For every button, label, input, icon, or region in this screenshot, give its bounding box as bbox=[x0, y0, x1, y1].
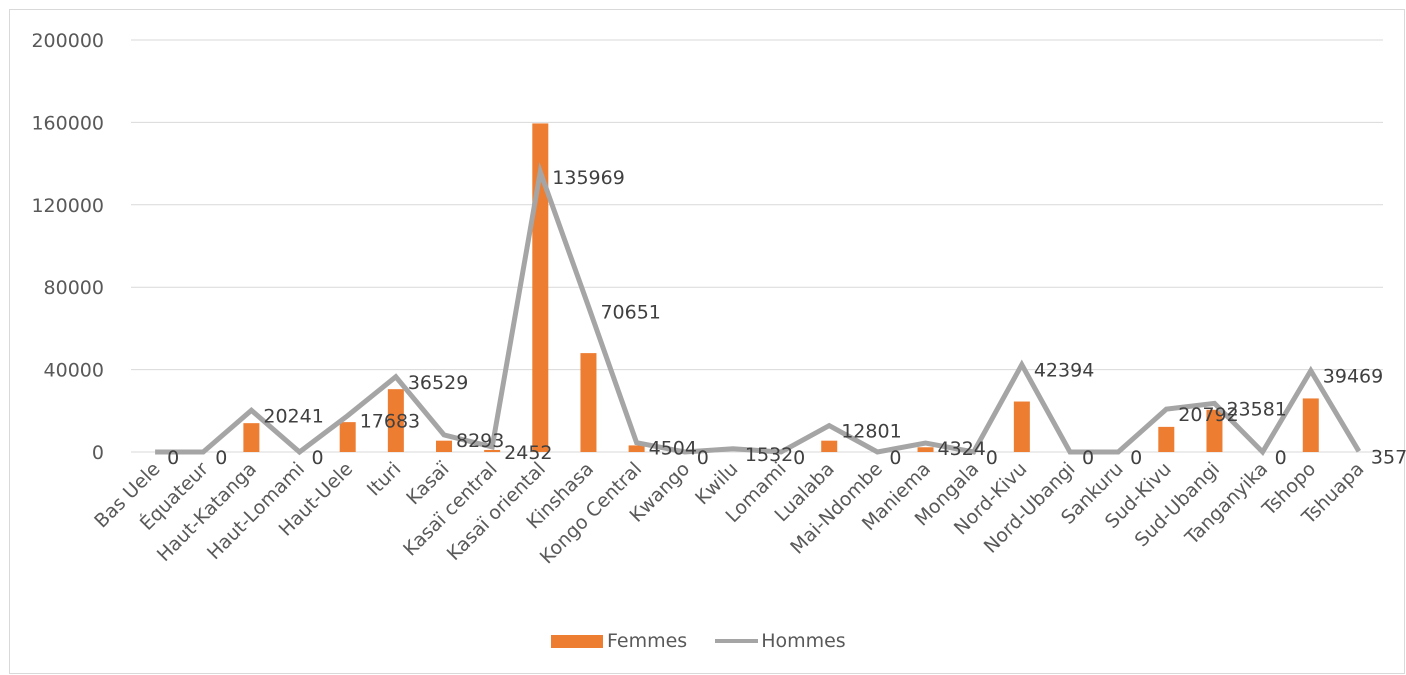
bar-femmes bbox=[243, 423, 260, 452]
chart-area bbox=[9, 9, 1405, 674]
bar-femmes bbox=[339, 422, 356, 452]
bar-femmes bbox=[1302, 398, 1319, 452]
data-label-hommes: 0 bbox=[697, 447, 709, 469]
y-tick-label: 40000 bbox=[44, 360, 104, 382]
data-label-hommes: 0 bbox=[312, 447, 324, 469]
y-tick-label: 0 bbox=[92, 442, 104, 464]
data-label-hommes: 0 bbox=[793, 447, 805, 469]
data-label-hommes: 0 bbox=[215, 447, 227, 469]
data-label-hommes: 36529 bbox=[408, 372, 468, 394]
y-tick-label: 120000 bbox=[31, 195, 104, 217]
data-label-hommes: 0 bbox=[1275, 447, 1287, 469]
bar-femmes bbox=[1013, 401, 1030, 452]
data-label-hommes: 42394 bbox=[1034, 360, 1094, 382]
data-label-hommes: 1532 bbox=[745, 444, 793, 466]
bar-femmes bbox=[580, 353, 597, 452]
data-label-hommes: 12801 bbox=[841, 421, 901, 443]
bar-femmes bbox=[1158, 426, 1175, 452]
data-label-hommes: 17683 bbox=[360, 411, 420, 433]
bar-femmes bbox=[628, 445, 645, 452]
y-tick-label: 160000 bbox=[31, 112, 104, 134]
hommes-line bbox=[155, 162, 1362, 457]
data-label-hommes: 0 bbox=[167, 447, 179, 469]
data-label-hommes: 39469 bbox=[1323, 366, 1383, 388]
y-axis-ticks: 0 40000 80000 120000 160000 200000 bbox=[31, 30, 104, 464]
legend: Femmes Hommes bbox=[551, 630, 846, 652]
legend-swatch-hommes bbox=[715, 639, 759, 643]
bar-femmes bbox=[387, 389, 404, 452]
data-label-hommes: 0 bbox=[1082, 447, 1094, 469]
data-label-hommes: 23581 bbox=[1226, 398, 1286, 420]
data-label-hommes: 0 bbox=[889, 447, 901, 469]
legend-label-hommes: Hommes bbox=[761, 630, 846, 652]
x-axis-ticks: Bas UeleÉquateurHaut-KatangaHaut-LomamiH… bbox=[90, 457, 1368, 568]
bar-femmes bbox=[436, 440, 452, 452]
data-label-hommes: 135969 bbox=[552, 167, 625, 189]
y-tick-label: 200000 bbox=[31, 30, 104, 52]
femmes-bars bbox=[243, 123, 1319, 453]
bar-femmes bbox=[821, 440, 838, 452]
legend-swatch-femmes bbox=[551, 634, 603, 648]
data-label-hommes: 0 bbox=[1130, 447, 1142, 469]
bar-femmes bbox=[917, 447, 934, 452]
data-label-hommes: 4324 bbox=[938, 438, 986, 460]
data-label-hommes: 8293 bbox=[456, 430, 504, 452]
legend-item-femmes: Femmes bbox=[551, 630, 687, 652]
legend-label-femmes: Femmes bbox=[607, 630, 688, 652]
y-tick-label: 80000 bbox=[44, 277, 104, 299]
x-tick-label: Ituri bbox=[363, 458, 406, 501]
data-label-hommes: 20792 bbox=[1178, 404, 1238, 426]
legend-item-hommes: Hommes bbox=[715, 630, 846, 652]
data-label-hommes: 20241 bbox=[263, 405, 323, 427]
hommes-line-layer bbox=[155, 162, 1362, 457]
gridlines bbox=[131, 39, 1383, 453]
bar-femmes bbox=[1206, 409, 1223, 452]
data-label-hommes: 4504 bbox=[649, 438, 697, 460]
data-label-hommes: 70651 bbox=[600, 301, 660, 323]
bar-femmes bbox=[484, 449, 501, 452]
data-label-hommes: 357 bbox=[1371, 446, 1406, 468]
data-label-hommes: 2452 bbox=[504, 442, 552, 464]
data-label-hommes: 0 bbox=[986, 447, 998, 469]
